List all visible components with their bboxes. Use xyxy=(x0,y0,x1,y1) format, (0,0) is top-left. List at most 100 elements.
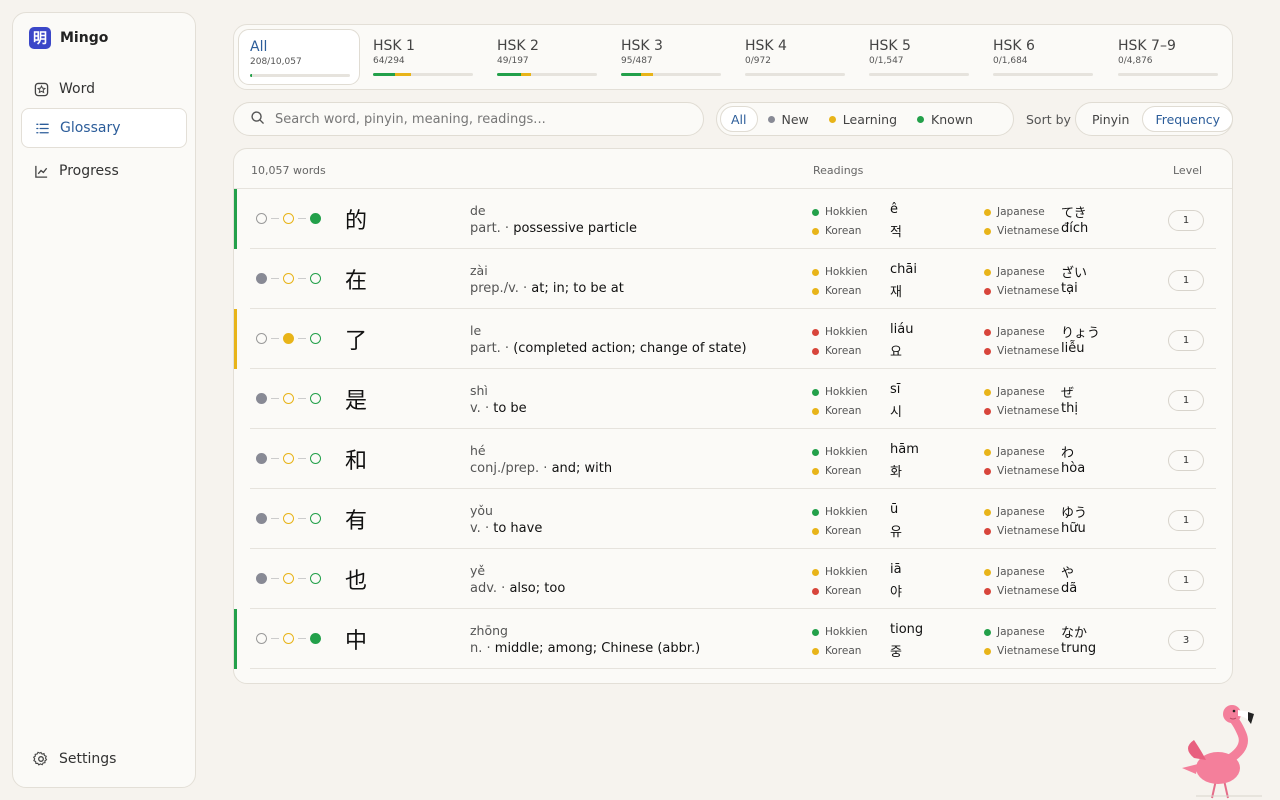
reading-korean: Korean xyxy=(812,405,861,417)
table-row[interactable]: 在 zài prep./v. · at; in; to be at Hokkie… xyxy=(250,249,1216,309)
meaning-text: to be xyxy=(493,401,527,416)
settings-button[interactable]: Settings xyxy=(21,739,187,779)
table-row[interactable]: 的 de part. · possessive particle Hokkien… xyxy=(234,189,1216,249)
reading-hokkien: Hokkien xyxy=(812,326,868,338)
status-learning-toggle[interactable] xyxy=(283,513,294,524)
tab-hsk-5[interactable]: HSK 5 0/1,547 xyxy=(858,29,980,85)
tab-hsk-4[interactable]: HSK 4 0/972 xyxy=(734,29,856,85)
filter-label: New xyxy=(781,111,809,127)
level-badge[interactable]: 1 xyxy=(1168,450,1204,471)
reading-korean: Korean xyxy=(812,345,861,357)
status-learning-toggle[interactable] xyxy=(283,213,294,224)
status-known-toggle[interactable] xyxy=(310,633,321,644)
status-known-toggle[interactable] xyxy=(310,453,321,464)
tab-progress-bar xyxy=(621,73,721,76)
status-new-toggle[interactable] xyxy=(256,213,267,224)
table-row[interactable]: 了 le part. · (completed action; change o… xyxy=(234,309,1216,369)
reading-status-dot xyxy=(812,227,819,235)
search-input[interactable] xyxy=(275,111,675,127)
pinyin: zhōng xyxy=(470,623,508,638)
status-new-toggle[interactable] xyxy=(256,393,267,404)
part-of-speech: n. xyxy=(470,641,483,656)
reading-lang-label: Japanese xyxy=(997,206,1045,218)
filter-learning[interactable]: Learning xyxy=(819,106,907,132)
status-new-toggle[interactable] xyxy=(256,453,267,464)
reading-value: 화 xyxy=(890,465,902,480)
status-known-toggle[interactable] xyxy=(310,573,321,584)
part-of-speech: prep./v. xyxy=(470,281,519,296)
reading-japanese: Japanese xyxy=(984,566,1045,578)
level-badge[interactable]: 1 xyxy=(1168,270,1204,291)
tab-hsk-3[interactable]: HSK 3 95/487 xyxy=(610,29,732,85)
tab-progress-bar xyxy=(745,73,845,76)
reading-status-dot xyxy=(984,647,991,655)
status-known-toggle[interactable] xyxy=(310,333,321,344)
status-learning-toggle[interactable] xyxy=(283,573,294,584)
tab-hsk-7-9[interactable]: HSK 7–9 0/4,876 xyxy=(1107,29,1229,85)
reading-value: 재 xyxy=(890,285,902,300)
level-badge[interactable]: 1 xyxy=(1168,390,1204,411)
table-row[interactable]: 也 yě adv. · also; too Hokkien iā Korean … xyxy=(250,549,1216,609)
sort-group: Pinyin Frequency xyxy=(1075,102,1234,136)
brand[interactable]: 明 Mingo xyxy=(29,27,108,49)
table-row[interactable]: 是 shì v. · to be Hokkien sī Korean 시 Jap… xyxy=(250,369,1216,429)
table-row[interactable]: 有 yǒu v. · to have Hokkien ū Korean 유 Ja… xyxy=(250,489,1216,549)
table-row[interactable]: 和 hé conj./prep. · and; with Hokkien hām… xyxy=(250,429,1216,489)
reading-lang-label: Korean xyxy=(825,585,862,597)
reading-lang-label: Vietnamese xyxy=(997,405,1060,417)
separator: · xyxy=(482,641,495,656)
sidebar-item-glossary[interactable]: Glossary xyxy=(21,108,187,148)
meaning: conj./prep. · and; with xyxy=(470,461,612,476)
tab-all[interactable]: All 208/10,057 xyxy=(238,29,360,85)
meaning: adv. · also; too xyxy=(470,581,565,596)
status-known-toggle[interactable] xyxy=(310,513,321,524)
reading-value: てき xyxy=(1061,206,1087,221)
filter-all[interactable]: All xyxy=(720,106,758,132)
reading-hokkien: Hokkien xyxy=(812,626,868,638)
status-new-toggle[interactable] xyxy=(256,633,267,644)
reading-status-dot xyxy=(812,208,819,216)
status-known-toggle[interactable] xyxy=(310,393,321,404)
tab-hsk-6[interactable]: HSK 6 0/1,684 xyxy=(982,29,1104,85)
status-learning-toggle[interactable] xyxy=(283,633,294,644)
tab-hsk-1[interactable]: HSK 1 64/294 xyxy=(362,29,484,85)
level-badge[interactable]: 3 xyxy=(1168,630,1204,651)
status-known-toggle[interactable] xyxy=(310,273,321,284)
status-learning-toggle[interactable] xyxy=(283,393,294,404)
reading-value: りょう xyxy=(1061,326,1101,341)
reading-value: ぜ xyxy=(1061,386,1075,401)
sidebar: 明 Mingo Word Glossary Progress Settings xyxy=(12,12,196,788)
table-row[interactable]: 中 zhōng n. · middle; among; Chinese (abb… xyxy=(234,609,1216,669)
status-learning-toggle[interactable] xyxy=(283,273,294,284)
level-badge[interactable]: 1 xyxy=(1168,510,1204,531)
level-badge[interactable]: 1 xyxy=(1168,330,1204,351)
reading-lang-label: Vietnamese xyxy=(997,225,1060,237)
status-known-toggle[interactable] xyxy=(310,213,321,224)
reading-lang-label: Vietnamese xyxy=(997,645,1060,657)
reading-status-dot xyxy=(984,407,991,415)
tab-count: 49/197 xyxy=(497,56,529,66)
status-learning-toggle[interactable] xyxy=(283,333,294,344)
sidebar-item-progress[interactable]: Progress xyxy=(21,151,187,191)
level-badge[interactable]: 1 xyxy=(1168,210,1204,231)
status-divider xyxy=(271,457,279,460)
status-new-toggle[interactable] xyxy=(256,573,267,584)
tab-hsk-2[interactable]: HSK 2 49/197 xyxy=(486,29,608,85)
status-divider xyxy=(271,577,279,580)
sidebar-item-word[interactable]: Word xyxy=(21,69,187,109)
sort-by-label: Sort by xyxy=(1026,112,1071,127)
status-learning-toggle[interactable] xyxy=(283,453,294,464)
chart-line-icon xyxy=(33,163,49,179)
part-of-speech: part. xyxy=(470,341,501,356)
sort-frequency-button[interactable]: Frequency xyxy=(1142,106,1234,132)
status-new-toggle[interactable] xyxy=(256,333,267,344)
sort-pinyin-button[interactable]: Pinyin xyxy=(1079,106,1142,132)
level-badge[interactable]: 1 xyxy=(1168,570,1204,591)
reading-status-dot xyxy=(984,587,991,595)
filter-new[interactable]: New xyxy=(758,106,819,132)
status-new-toggle[interactable] xyxy=(256,273,267,284)
app-name: Mingo xyxy=(60,30,109,46)
status-new-toggle[interactable] xyxy=(256,513,267,524)
reading-lang-label: Korean xyxy=(825,405,862,417)
filter-known[interactable]: Known xyxy=(907,106,983,132)
